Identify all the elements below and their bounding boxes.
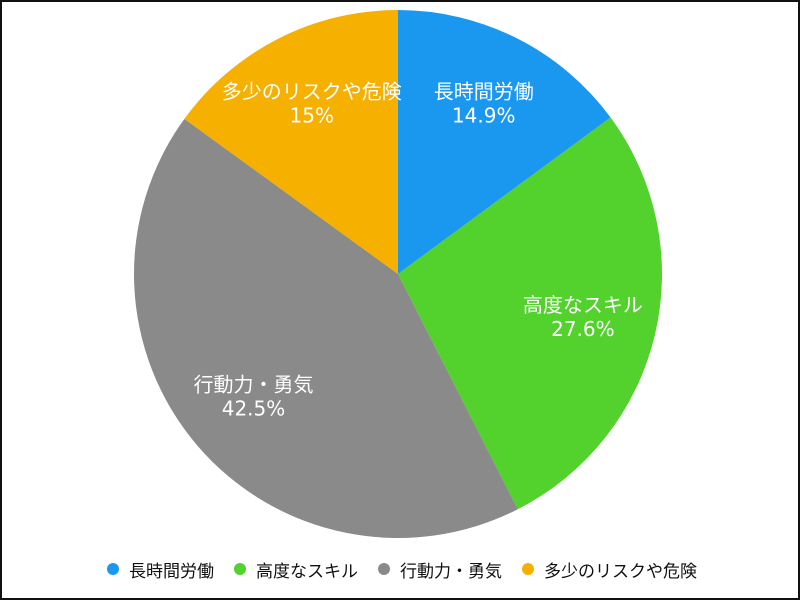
slice-label-risk-danger: 多少のリスクや危険 15% (222, 80, 402, 128)
legend-dot-advanced-skill (234, 563, 246, 575)
legend-dot-long-hours (107, 563, 119, 575)
slice-label-long-hours: 長時間労働 14.9% (434, 79, 534, 127)
slice-value-risk-danger: 15% (290, 104, 334, 128)
slice-category-action-courage: 行動力・勇気 (194, 372, 314, 396)
legend-label-risk-danger: 多少のリスクや危険 (544, 561, 697, 582)
legend-label-action-courage: 行動力・勇気 (400, 561, 502, 582)
slice-label-advanced-skill: 高度なスキル 27.6% (523, 293, 643, 341)
legend-dot-action-courage (378, 563, 390, 575)
slice-category-risk-danger: 多少のリスクや危険 (222, 80, 402, 104)
pie-slice-long-hours (398, 10, 611, 274)
legend-item-action-courage: 行動力・勇気 (378, 557, 502, 582)
slice-value-action-courage: 42.5% (222, 396, 286, 420)
pie-slices (133, 10, 662, 539)
pie-labels: 長時間労働 14.9% 高度なスキル 27.6% 行動力・勇気 42.5% 多少のリスクや危… (194, 79, 643, 420)
legend-label-advanced-skill: 高度なスキル (256, 561, 358, 582)
slice-value-advanced-skill: 27.6% (551, 317, 615, 341)
legend-dot-risk-danger (522, 563, 534, 575)
slice-category-advanced-skill: 高度なスキル (523, 293, 643, 317)
pie-slice-risk-danger (184, 10, 398, 274)
legend-item-advanced-skill: 高度なスキル (234, 557, 358, 582)
chart-legend: 長時間労働 高度なスキル 行動力・勇気 多少のリスクや危険 (2, 555, 800, 583)
pie-slice-action-courage (133, 118, 518, 539)
legend-item-long-hours: 長時間労働 (107, 557, 214, 582)
slice-label-action-courage: 行動力・勇気 42.5% (194, 372, 314, 420)
legend-label-long-hours: 長時間労働 (129, 561, 214, 582)
slice-category-long-hours: 長時間労働 (434, 79, 534, 103)
slice-value-long-hours: 14.9% (452, 103, 516, 127)
pie-slice-advanced-skill (398, 117, 662, 510)
legend-item-risk-danger: 多少のリスクや危険 (522, 557, 697, 582)
